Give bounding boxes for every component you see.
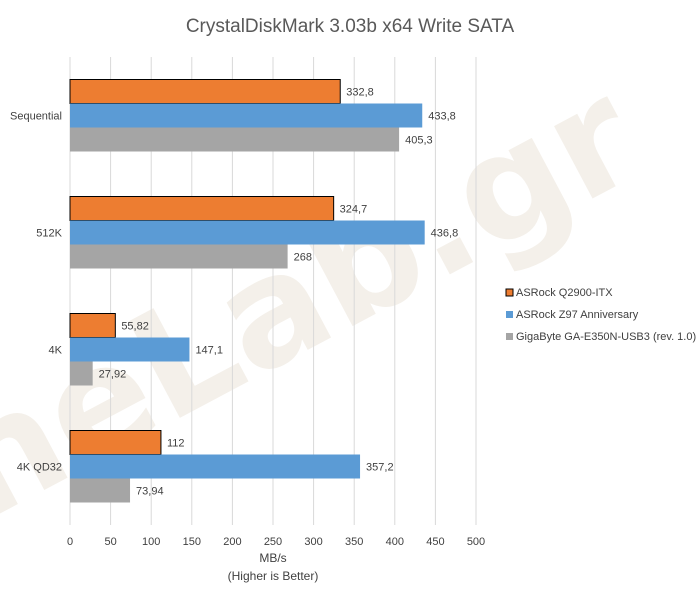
bar	[69, 196, 335, 221]
x-tick-label: 500	[467, 536, 485, 548]
data-label: 112	[167, 438, 185, 450]
legend-label: ASRock Q2900-ITX	[516, 287, 613, 299]
category-label: 4K	[49, 345, 63, 357]
x-tick-label: 300	[304, 536, 322, 548]
category-label: 4K QD32	[17, 462, 62, 474]
bar	[70, 244, 288, 269]
data-label: 433,8	[428, 111, 456, 123]
data-label: 27,92	[99, 369, 127, 381]
category-label: Sequential	[10, 111, 62, 123]
x-axis-subtitle: (Higher is Better)	[228, 569, 319, 583]
data-label: 55,82	[121, 321, 149, 333]
x-tick-label: 200	[223, 536, 241, 548]
bar	[70, 361, 93, 386]
bar	[70, 103, 423, 128]
data-label: 405,3	[405, 135, 433, 147]
bar	[70, 127, 400, 152]
data-label: 147,1	[195, 345, 223, 357]
data-label: 357,2	[366, 462, 394, 474]
data-label: 324,7	[340, 204, 368, 216]
x-tick-label: 450	[426, 536, 444, 548]
bar	[70, 478, 131, 503]
bar	[70, 337, 190, 362]
x-tick-label: 0	[67, 536, 73, 548]
legend: ASRock Q2900-ITX ASRock Z97 Anniversary Gi…	[505, 287, 696, 343]
legend-swatch	[505, 288, 514, 297]
legend-label: ASRock Z97 Anniversary	[516, 309, 639, 321]
data-label: 268	[294, 252, 312, 264]
legend-swatch	[506, 311, 513, 318]
bar	[70, 220, 425, 245]
x-axis-title: MB/s	[259, 551, 286, 565]
bar	[69, 430, 162, 455]
x-tick-label: 50	[104, 536, 116, 548]
data-label: 332,8	[346, 87, 374, 99]
x-tick-label: 100	[142, 536, 160, 548]
bar	[70, 454, 361, 479]
legend-swatch	[506, 333, 513, 340]
x-tick-label: 250	[264, 536, 282, 548]
bar	[69, 79, 341, 104]
category-label: 512K	[36, 228, 62, 240]
value-axis-ticks: 0 50 100 150 200 250 300 350 400 450 500	[67, 536, 485, 548]
category-axis-labels: Sequential 512K 4K 4K QD32	[10, 111, 63, 474]
x-tick-label: 150	[183, 536, 201, 548]
data-labels: 332,8 433,8 405,3 324,7 436,8 268 55,82 147,1 27…	[99, 87, 459, 498]
x-tick-label: 350	[345, 536, 363, 548]
x-tick-label: 400	[386, 536, 404, 548]
legend-label: GigaByte GA-E350N-USB3 (rev. 1.0)	[516, 331, 696, 343]
data-label: 73,94	[136, 486, 164, 498]
bar	[69, 313, 116, 338]
bars	[69, 79, 425, 503]
chart-title: CrystalDiskMark 3.03b x64 Write SATA	[186, 16, 515, 37]
data-label: 436,8	[431, 228, 459, 240]
